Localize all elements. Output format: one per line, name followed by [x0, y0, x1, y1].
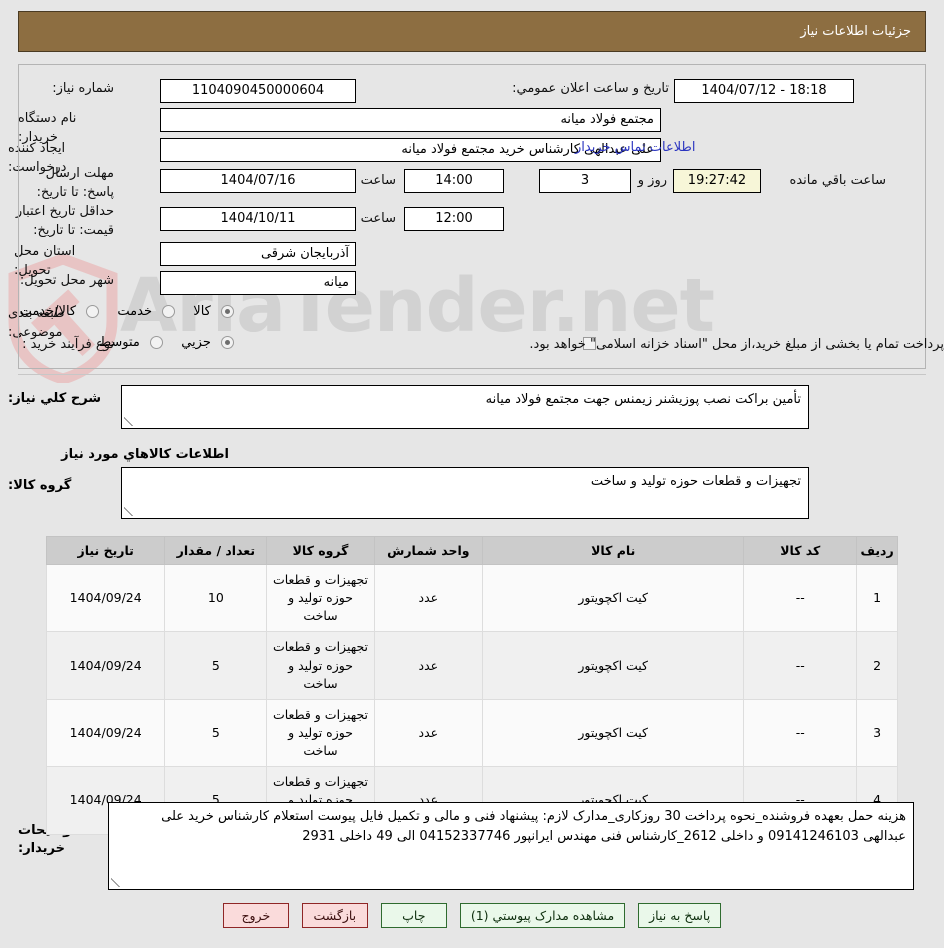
requester-value: علی عبدالهی کارشناس خرید مجتمع فولاد میا… [160, 138, 661, 162]
process-label-wrap: نوع فرآیند خرید : [8, 336, 114, 355]
announce-label-wrap: تاریخ و ساعت اعلان عمومي: [379, 80, 669, 99]
category-option-khedmat-label: خدمت [117, 304, 152, 319]
cell-unit: عدد [373, 698, 483, 768]
need-info-panel [18, 64, 926, 369]
table-row: 3 -- کیت اکچویتور عدد تجهیزات و قطعات حو… [45, 698, 898, 768]
view-attachments-button[interactable]: مشاهده مدارک پیوستي (1) [459, 903, 626, 928]
cell-name: کیت اکچویتور [481, 698, 745, 768]
category-radio-group: کالا خدمت کالا/خدمت [6, 304, 234, 319]
print-button[interactable]: چاپ [380, 903, 447, 928]
need-number-label: شماره نیاز: [52, 81, 114, 96]
cell-code: -- [743, 563, 858, 633]
days-unit-label: روز و [637, 173, 667, 188]
col-header-code: کد کالا [743, 536, 858, 565]
deadline-label-wrap: مهلت ارسال پاسخ: تا تاریخ: [14, 165, 114, 203]
col-header-group: گروه کالا [266, 536, 375, 565]
process-type-label: نوع فرآیند خرید : [22, 337, 114, 352]
buyer-org-label-wrap: نام دستگاه خریدار: [18, 110, 114, 148]
deadline-hour-value: 14:00 [404, 169, 504, 193]
cell-name: کیت اکچویتور [481, 631, 745, 700]
deadline-label: مهلت ارسال پاسخ: تا تاریخ: [36, 166, 114, 200]
city-value: میانه [160, 271, 356, 295]
category-radio-kala[interactable] [221, 305, 234, 318]
cell-code: -- [743, 698, 858, 768]
need-number-value: 1104090450000604 [160, 79, 356, 103]
cell-radif: 1 [856, 563, 898, 633]
province-value: آذربایجان شرقی [160, 242, 356, 266]
price-validity-label: حداقل تاریخ اعتبار قیمت: تا تاریخ: [15, 204, 114, 238]
page-title: جزئیات اطلاعات نیاز [800, 24, 911, 39]
days-remaining-value: 3 [539, 169, 631, 193]
overall-description-value[interactable]: تأمین براکت نصب پوزیشنر زیمنس جهت مجتمع … [121, 385, 809, 429]
price-validity-date-value: 1404/10/11 [160, 207, 356, 231]
city-label: شهر محل تحویل: [19, 273, 114, 288]
province-label: استان محل تحویل: [14, 244, 76, 278]
table-row: 2 -- کیت اکچویتور عدد تجهیزات و قطعات حو… [45, 631, 898, 700]
cell-qty: 5 [164, 631, 268, 700]
buyer-org-label: نام دستگاه خریدار: [18, 111, 77, 145]
category-option-kala-label: کالا [193, 304, 211, 319]
buyer-notes-value[interactable]: هزینه حمل بعهده فروشنده_نحوه پرداخت 30 ر… [108, 802, 914, 890]
announce-datetime-value: 18:18 - 1404/07/12 [674, 79, 854, 103]
cell-group: تجهیزات و قطعات حوزه تولید و ساخت [266, 631, 375, 700]
process-radio-motavaset[interactable] [150, 336, 164, 349]
cell-radif: 2 [856, 631, 898, 700]
price-validity-hour-label: ساعت [360, 211, 396, 226]
countdown-timer: 19:27:42 [673, 169, 761, 193]
price-valid-label-wrap: حداقل تاریخ اعتبار قیمت: تا تاریخ: [14, 203, 114, 241]
cell-code: -- [743, 631, 858, 700]
requester-label: ایجاد کننده درخواست: [8, 141, 67, 175]
cell-name: کیت اکچویتور [481, 563, 745, 633]
countdown-suffix-label: ساعت باقي مانده [789, 173, 886, 188]
treasury-bond-checkbox[interactable] [583, 337, 596, 350]
cell-qty: 5 [164, 698, 268, 768]
action-button-bar: پاسخ به نیاز مشاهده مدارک پیوستي (1) چاپ… [0, 903, 944, 928]
table-row: 1 -- کیت اکچویتور عدد تجهیزات و قطعات حو… [45, 563, 898, 633]
category-label-wrap: طبقه بندی موضوعی: [8, 305, 114, 343]
table-header-row: ردیف کد کالا نام کالا واحد شمارش گروه کا… [45, 536, 898, 565]
buyer-org-value: مجتمع فولاد میانه [160, 108, 661, 132]
goods-group-value[interactable]: تجهیزات و قطعات حوزه تولید و ساخت [121, 467, 809, 519]
announce-datetime-label: تاریخ و ساعت اعلان عمومي: [512, 81, 669, 96]
process-radio-jozei[interactable] [221, 336, 234, 349]
back-button[interactable]: بازگشت [301, 903, 368, 928]
category-label: طبقه بندی موضوعی: [8, 306, 65, 340]
cell-date: 1404/09/24 [45, 563, 166, 633]
cell-group: تجهیزات و قطعات حوزه تولید و ساخت [266, 698, 375, 768]
col-header-date: تاریخ نیاز [45, 536, 166, 565]
deadline-date-value: 1404/07/16 [160, 169, 356, 193]
city-label-wrap: شهر محل تحویل: [14, 272, 114, 291]
section-divider [18, 374, 926, 375]
deadline-hour-label: ساعت [360, 173, 396, 188]
category-option-kala-khedmat-label: کالا/خدمت [19, 304, 77, 319]
cell-date: 1404/09/24 [45, 631, 166, 700]
cell-qty: 10 [164, 563, 268, 633]
goods-info-heading: اطلاعات کالاهاي مورد نیاز [61, 447, 229, 462]
treasury-bond-label: پرداخت تمام یا بخشی از مبلغ خرید،از محل … [529, 337, 944, 352]
goods-group-label: گروه کالا: [8, 478, 72, 493]
process-option-jozei-label: جزیي [181, 335, 211, 350]
cell-unit: عدد [373, 631, 483, 700]
requester-label-wrap: ایجاد کننده درخواست: [8, 140, 114, 178]
col-header-name: نام کالا [481, 536, 745, 565]
items-table: ردیف کد کالا نام کالا واحد شمارش گروه کا… [45, 536, 898, 835]
cell-group: تجهیزات و قطعات حوزه تولید و ساخت [266, 563, 375, 633]
price-validity-hour-value: 12:00 [404, 207, 504, 231]
need-number-label-wrap: شماره نیاز: [18, 80, 114, 99]
overall-description-label: شرح کلي نیاز: [8, 391, 102, 406]
col-header-qty: تعداد / مقدار [164, 536, 268, 565]
exit-button[interactable]: خروج [222, 903, 289, 928]
buyer-contact-link[interactable]: اطلاعات تماس خریدار [575, 140, 696, 155]
col-header-unit: واحد شمارش [373, 536, 483, 565]
cell-unit: عدد [373, 563, 483, 633]
respond-to-need-button[interactable]: پاسخ به نیاز [638, 903, 722, 928]
cell-radif: 3 [856, 698, 898, 768]
cell-date: 1404/09/24 [45, 698, 166, 768]
category-radio-kala-khedmat[interactable] [86, 305, 100, 318]
col-header-radif: ردیف [856, 536, 898, 565]
category-radio-khedmat[interactable] [162, 305, 176, 318]
page-title-bar: جزئیات اطلاعات نیاز [18, 11, 926, 52]
province-label-wrap: استان محل تحویل: [14, 243, 114, 281]
